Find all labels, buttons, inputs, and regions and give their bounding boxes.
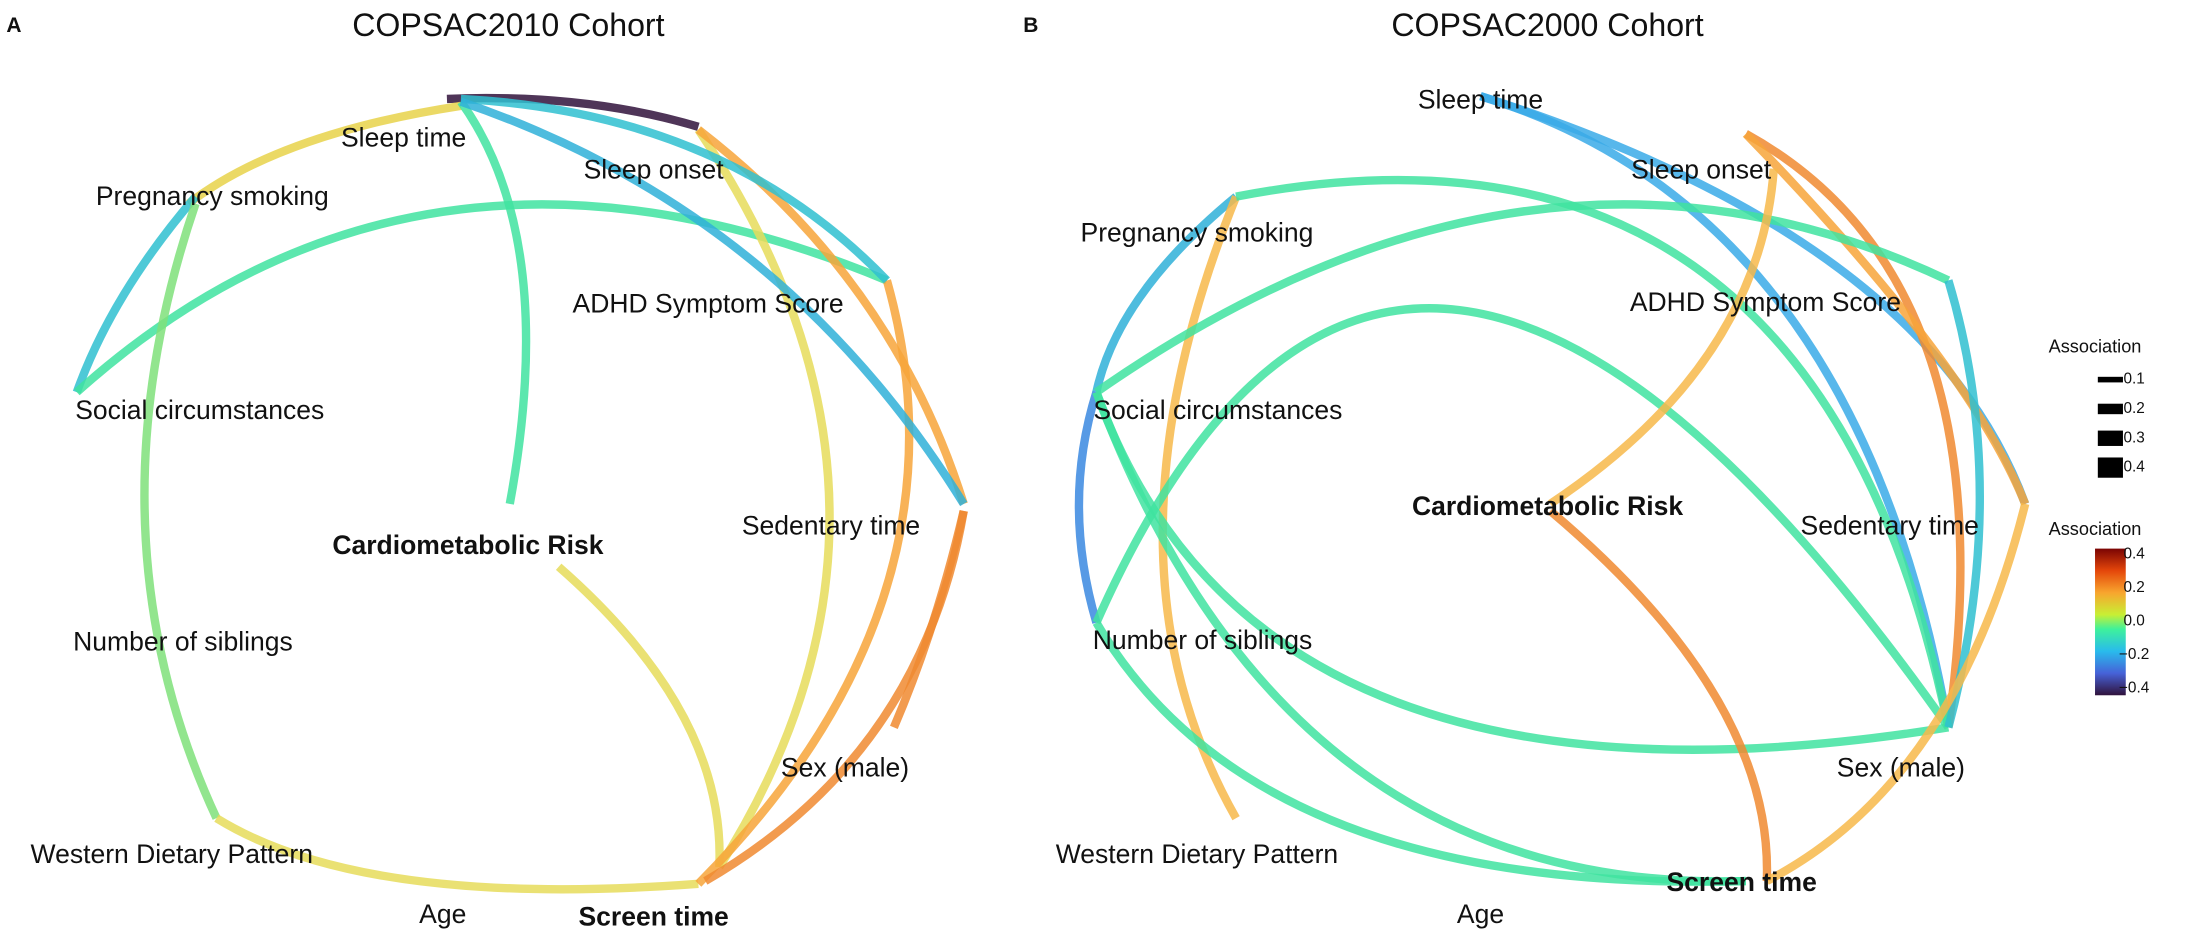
edge [457, 99, 531, 505]
node-label: Number of siblings [73, 627, 293, 657]
edge [1547, 168, 1778, 508]
size-tick-label: 0.1 [2123, 371, 2144, 388]
node-label: Pregnancy smoking [96, 181, 329, 211]
edge [1235, 175, 1953, 729]
node-label: ADHD Symptom Score [573, 289, 844, 319]
edges-b [1074, 92, 2030, 886]
size-key [2097, 457, 2123, 478]
edge [140, 202, 221, 820]
color-tick-label: 0.2 [2123, 579, 2144, 596]
edge [185, 101, 462, 207]
node-label: Sedentary time [1801, 511, 1979, 541]
edge [1092, 304, 1952, 730]
color-tick-label: −0.2 [2119, 646, 2149, 663]
edge [1092, 390, 1746, 886]
size-key [2097, 376, 2123, 383]
color-tick-label: −0.4 [2119, 679, 2150, 696]
color-tick-label: 0.0 [2123, 612, 2144, 629]
node-label: Sleep time [341, 122, 466, 152]
size-tick-label: 0.3 [2123, 429, 2144, 446]
edge [1547, 507, 1772, 882]
panel-tag: A [6, 14, 21, 37]
node-label: Western Dietary Pattern [31, 839, 313, 869]
edge [1944, 279, 1984, 729]
node-label: Western Dietary Pattern [1056, 839, 1338, 869]
node-label: ADHD Symptom Score [1630, 287, 1901, 317]
labels: A COPSAC2010 Cohort Sleep time Sleep onset P… [6, 7, 2149, 932]
node-label: Sex (male) [1837, 752, 1965, 782]
edge [555, 563, 724, 868]
edge [1092, 193, 1239, 394]
node-label: Cardiometabolic Risk [332, 530, 603, 560]
edge [1074, 390, 1101, 624]
color-bar [2095, 548, 2126, 696]
edge [72, 193, 199, 394]
edge [695, 279, 914, 887]
node-label: Age [1457, 899, 1504, 929]
node-label: Sleep onset [1631, 155, 1772, 185]
node-label: Cardiometabolic Risk [1412, 491, 1683, 521]
node-label: Sedentary time [742, 511, 920, 541]
node-label: Screen time [578, 902, 728, 932]
edge [1743, 130, 1965, 728]
node-label: Number of siblings [1093, 625, 1313, 655]
node-label: Sleep onset [584, 155, 725, 185]
node-label: Age [419, 899, 466, 929]
node-label: Social circumstances [75, 395, 324, 425]
edge [214, 814, 699, 894]
node-label: Pregnancy smoking [1081, 217, 1314, 247]
edge [74, 200, 889, 396]
edge [1092, 620, 1746, 886]
edge [460, 94, 890, 284]
edge [1093, 200, 1951, 396]
node-label: Sleep time [1418, 85, 1543, 115]
edge [1764, 502, 2030, 885]
edge [1092, 390, 1950, 754]
edge [1479, 92, 1953, 729]
panel-title: COPSAC2010 Cohort [352, 7, 664, 43]
panel-tag: B [1023, 14, 1038, 37]
node-label: Sex (male) [781, 752, 909, 782]
size-key [2097, 430, 2123, 446]
edge [703, 510, 968, 885]
edge [459, 97, 968, 507]
legend-title: Association [2049, 336, 2142, 356]
size-tick-label: 0.2 [2123, 400, 2144, 417]
size-tick-label: 0.4 [2123, 459, 2145, 476]
edges-a [72, 93, 968, 894]
size-key [2097, 403, 2123, 415]
color-tick-label: 0.4 [2123, 545, 2145, 562]
legend-title: Association [2049, 519, 2142, 539]
node-label: Social circumstances [1093, 395, 1342, 425]
panel-title: COPSAC2000 Cohort [1391, 7, 1703, 43]
edge [1742, 130, 2030, 506]
node-label: Screen time [1666, 867, 1816, 897]
edge [694, 127, 834, 870]
